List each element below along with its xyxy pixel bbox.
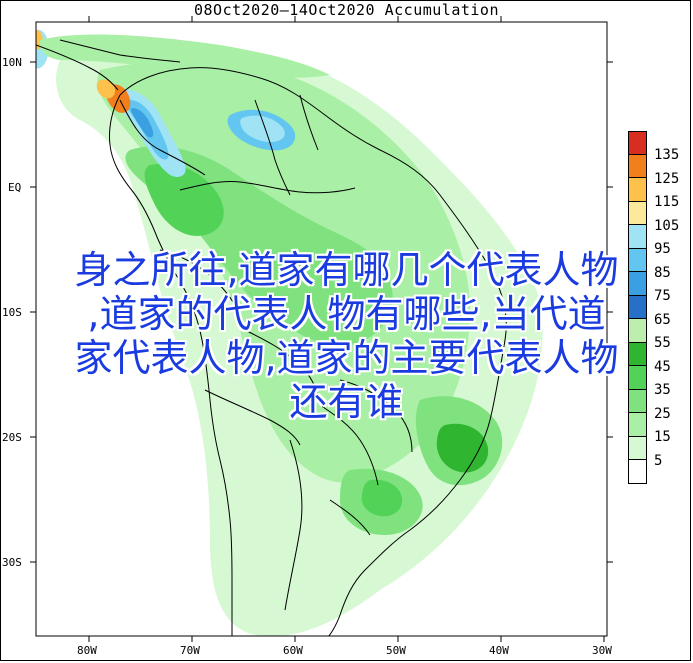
lat-label-10s: 10S <box>2 306 22 319</box>
plot-border <box>35 21 608 637</box>
legend-swatch <box>628 436 647 460</box>
lon-label-70w: 70W <box>180 644 200 657</box>
border-8 <box>254 99 291 196</box>
central-america-coast <box>36 44 119 91</box>
legend-label: 25 <box>654 405 671 422</box>
legend-swatch <box>628 178 647 202</box>
map-title: 08Oct2020—14Oct2020 Accumulation <box>194 1 499 19</box>
border-5 <box>284 439 303 611</box>
overlay-line-2: ,道家的代表人物有哪些,当代道 <box>87 292 606 336</box>
legend-label: 45 <box>654 358 671 375</box>
border-3 <box>244 329 321 406</box>
legend-label: 35 <box>654 382 671 398</box>
border-1 <box>179 181 356 194</box>
legend-swatch <box>628 366 647 390</box>
overlay-line-1: 身之所往,道家有哪几个代表人物 <box>74 248 619 292</box>
lat-ticks <box>30 61 613 563</box>
legend-swatch <box>628 319 647 343</box>
legend-swatch <box>628 272 647 296</box>
legend-label: 55 <box>654 335 671 351</box>
overlay-line-3: 家代表人物,道家的主要代表人物 <box>74 336 619 380</box>
legend-swatch <box>628 342 647 366</box>
lon-ticks <box>88 16 605 642</box>
border-11 <box>339 379 413 453</box>
lon-label-30w: 30W <box>592 644 612 657</box>
south-america-coast <box>109 67 507 636</box>
legend-label: 105 <box>654 217 680 234</box>
caribbean-coast <box>59 39 181 63</box>
legend-swatch <box>628 460 647 484</box>
lat-label-20s: 20S <box>2 431 22 444</box>
border-9 <box>299 94 319 151</box>
border-10 <box>119 99 206 176</box>
legend-swatch <box>628 413 647 437</box>
coastlines <box>36 39 507 636</box>
precip-area-dark2 <box>436 423 489 473</box>
border-7 <box>329 499 371 536</box>
border-6 <box>204 389 301 446</box>
legend-swatch <box>628 225 647 249</box>
precip-area-blue-inner <box>130 108 154 138</box>
legend-swatch <box>628 389 647 413</box>
legend-label: 135 <box>654 147 680 163</box>
precip-area-guyana-inner <box>240 115 285 142</box>
lon-label-40w: 40W <box>489 644 509 657</box>
legend-swatch <box>628 201 647 225</box>
legend-label: 115 <box>654 194 680 210</box>
lat-label-30s: 30S <box>2 556 22 569</box>
legend-label: 75 <box>654 288 671 304</box>
legend-swatch <box>628 295 647 319</box>
legend-label: 5 <box>654 452 663 469</box>
legend-swatch <box>628 154 647 178</box>
legend-label: 65 <box>654 311 671 328</box>
legend-swatch <box>628 248 647 272</box>
legend-swatch <box>628 131 647 155</box>
legend-label: 125 <box>654 170 680 187</box>
lon-label-50w: 50W <box>386 644 406 657</box>
lon-label-60w: 60W <box>283 644 303 657</box>
overlay-line-4: 还有谁 <box>289 380 404 424</box>
precip-area-carib <box>39 34 330 78</box>
lon-label-80w: 80W <box>77 644 97 657</box>
legend-label: 95 <box>654 241 671 257</box>
legend-label: 85 <box>654 264 671 281</box>
border-2 <box>159 249 246 331</box>
border-4 <box>319 404 379 486</box>
precip-area-dark <box>144 163 224 236</box>
lat-label-10n: 10N <box>2 56 22 69</box>
overlay-text: 身之所往,道家有哪几个代表人物 ,道家的代表人物有哪些,当代道 家代表人物,道家… <box>0 248 693 424</box>
precip-area-dark3 <box>361 479 403 517</box>
lat-label-eq: EQ <box>8 181 21 194</box>
precip-area-yellow <box>96 79 116 99</box>
legend-label: 15 <box>654 429 671 445</box>
